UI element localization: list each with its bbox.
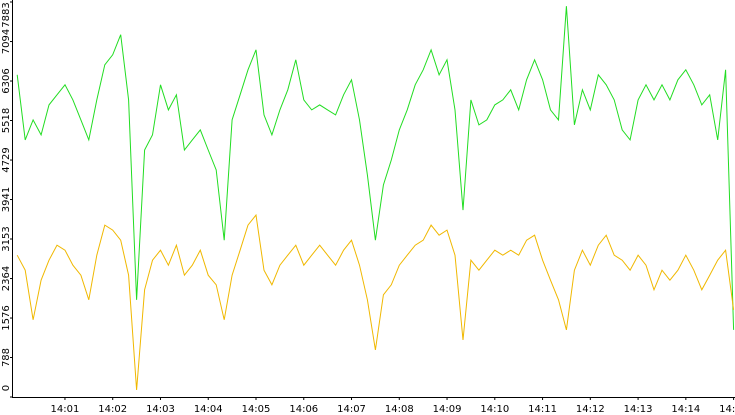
y-tick-label: 6306 [1, 68, 12, 93]
x-tick-label: 14:14 [671, 404, 700, 415]
y-tick-label: 3153 [1, 226, 12, 251]
x-tick-label: 14:05 [242, 404, 271, 415]
y-tick-label: 7094 [1, 29, 12, 54]
x-tick-label: 14:10 [480, 404, 509, 415]
y-tick-label: 788 [1, 348, 12, 367]
x-tick-label: 14:04 [194, 404, 223, 415]
y-tick-label: 4729 [1, 147, 12, 172]
x-tick-label: 14:07 [337, 404, 366, 415]
x-tick-label: 14:02 [98, 404, 127, 415]
series-line [16, 213, 735, 391]
y-tick-label: 0 [1, 385, 12, 391]
x-tick-label: 14:09 [433, 404, 462, 415]
x-tick-label: 14:12 [576, 404, 605, 415]
x-tick-label: 14:06 [289, 404, 318, 415]
y-tick-label: 7883 [1, 2, 12, 27]
x-tick-label: 14:08 [385, 404, 414, 415]
x-tick-label: 14:15 [719, 404, 735, 415]
x-tick-label: 14:11 [528, 404, 557, 415]
series-line [16, 6, 735, 330]
x-tick-label: 14:13 [624, 404, 653, 415]
y-tick-label: 2364 [1, 266, 12, 291]
y-tick-label: 1576 [1, 305, 12, 330]
x-tick-label: 14:01 [51, 404, 80, 415]
y-tick-label: 5518 [1, 108, 12, 133]
x-tick-label: 14:03 [146, 404, 175, 415]
y-tick-label: 3941 [1, 187, 12, 212]
